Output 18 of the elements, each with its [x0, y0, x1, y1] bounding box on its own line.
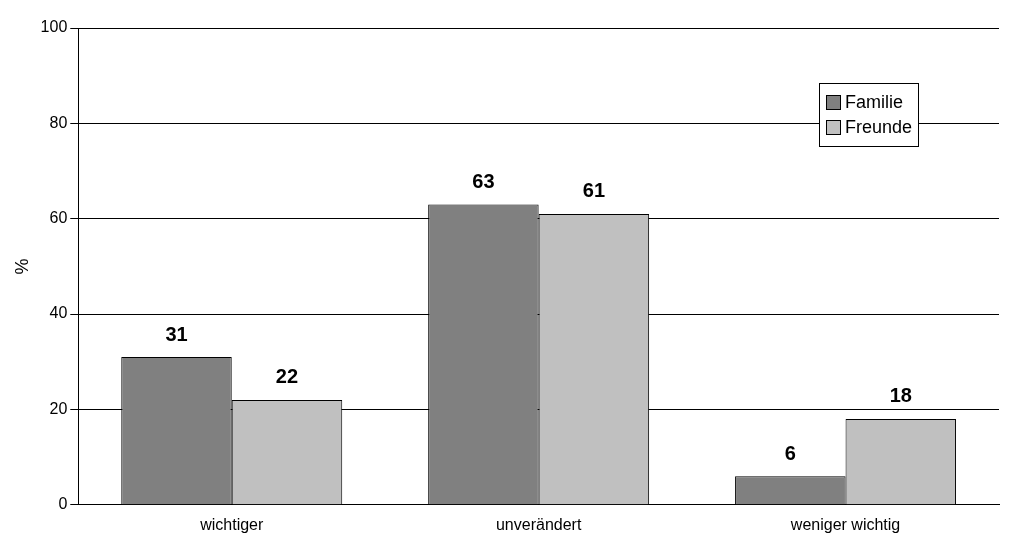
- data-label: 6: [784, 441, 796, 464]
- x-tick-label: wichtiger: [199, 515, 264, 533]
- data-label: 61: [582, 179, 606, 202]
- legend-label: Freunde: [844, 117, 912, 138]
- data-label: 63: [472, 169, 495, 192]
- data-label: 18: [889, 384, 912, 407]
- y-axis-title: %: [11, 258, 32, 275]
- x-tick-label: unverändert: [495, 515, 582, 533]
- y-tick-label: 40: [49, 304, 68, 322]
- y-tick-label: 60: [49, 209, 68, 227]
- data-label: 22: [275, 365, 299, 388]
- data-label: 31: [165, 322, 188, 345]
- y-tick-label: 80: [49, 113, 68, 131]
- y-tick-label: 100: [40, 18, 68, 36]
- y-tick-label: 0: [58, 495, 68, 513]
- legend-label: Familie: [844, 92, 903, 113]
- x-tick-label: weniger wichtig: [789, 515, 901, 533]
- y-tick-label: 20: [49, 399, 68, 417]
